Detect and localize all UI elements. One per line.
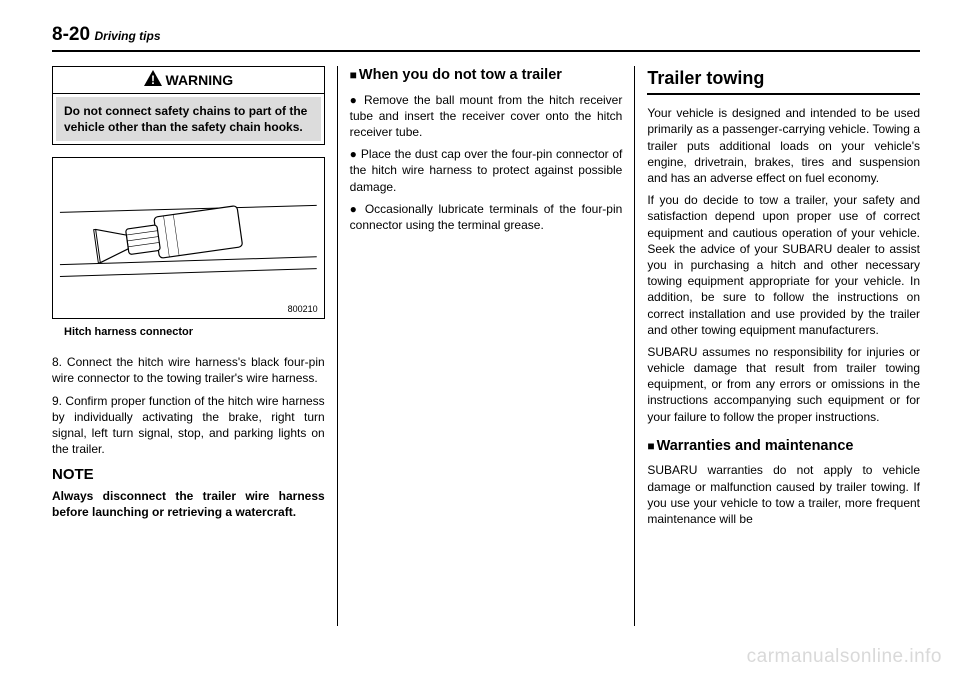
watermark: carmanualsonline.info — [747, 646, 942, 668]
section-title: Driving tips — [94, 29, 160, 43]
figure-hitch-connector: 800210 — [52, 157, 325, 319]
warranties-p1: SUBARU warranties do not apply to vehicl… — [647, 462, 920, 527]
warning-title: WARNING — [166, 71, 234, 90]
warning-body: Do not connect safety chains to part of … — [53, 94, 324, 144]
bullet-2-text: Place the dust cap over the four-pin con… — [350, 147, 623, 193]
subheading-warranties: ■Warranties and maintenance — [647, 437, 920, 457]
square-bullet-icon: ■ — [647, 439, 654, 453]
bullet-3-text: Occasionally lubricate terminals of the … — [350, 202, 623, 232]
page-header: 8-20 Driving tips — [52, 24, 920, 52]
step-8: 8. Connect the hitch wire harness's blac… — [52, 354, 325, 386]
column-2: ■When you do not tow a trailer ● Remove … — [338, 66, 636, 626]
page-number: 8-20 — [52, 24, 90, 45]
column-1: ! WARNING Do not connect safety chains t… — [52, 66, 338, 626]
subheading-no-tow-text: When you do not tow a trailer — [359, 67, 562, 83]
note-body: Always disconnect the trailer wire harne… — [52, 488, 325, 520]
column-3: Trailer towing Your vehicle is designed … — [635, 66, 920, 626]
content-columns: ! WARNING Do not connect safety chains t… — [52, 66, 920, 626]
manual-page: 8-20 Driving tips ! WARNING Do not conne… — [0, 0, 960, 678]
subheading-warranties-text: Warranties and maintenance — [657, 438, 854, 454]
warning-heading: ! WARNING — [53, 67, 324, 94]
bullet-1-text: Remove the ball mount from the hitch rec… — [350, 93, 623, 139]
figure-number: 800210 — [288, 303, 318, 315]
towing-p2: If you do decide to tow a trailer, your … — [647, 192, 920, 338]
figure-caption: Hitch harness connector — [64, 325, 325, 340]
bullet-1: ● Remove the ball mount from the hitch r… — [350, 92, 623, 141]
bullet-2: ● Place the dust cap over the four-pin c… — [350, 146, 623, 195]
svg-text:!: ! — [151, 73, 155, 86]
subheading-no-tow: ■When you do not tow a trailer — [350, 66, 623, 86]
heading-trailer-towing: Trailer towing — [647, 66, 920, 95]
towing-p1: Your vehicle is designed and intended to… — [647, 105, 920, 186]
bullet-3: ● Occasionally lubricate terminals of th… — [350, 201, 623, 233]
square-bullet-icon: ■ — [350, 68, 357, 82]
warning-box: ! WARNING Do not connect safety chains t… — [52, 66, 325, 145]
warning-icon: ! — [144, 70, 162, 90]
note-heading: NOTE — [52, 465, 325, 485]
towing-p3: SUBARU assumes no responsibility for inj… — [647, 344, 920, 425]
step-9: 9. Confirm proper function of the hitch … — [52, 393, 325, 458]
